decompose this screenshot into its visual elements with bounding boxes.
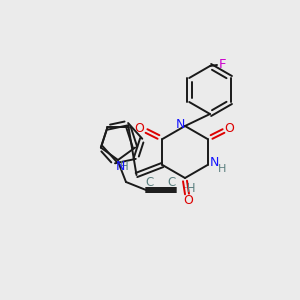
Text: C: C [146, 176, 154, 190]
Text: N: N [115, 160, 125, 173]
Text: O: O [134, 122, 144, 136]
Text: F: F [219, 58, 227, 71]
Text: H: H [120, 160, 129, 173]
Text: H: H [218, 164, 227, 174]
Text: O: O [183, 194, 193, 208]
Text: N: N [210, 155, 219, 169]
Text: O: O [225, 122, 235, 136]
Text: ·H: ·H [184, 182, 196, 196]
Text: N: N [175, 118, 185, 130]
Text: C: C [168, 176, 176, 190]
